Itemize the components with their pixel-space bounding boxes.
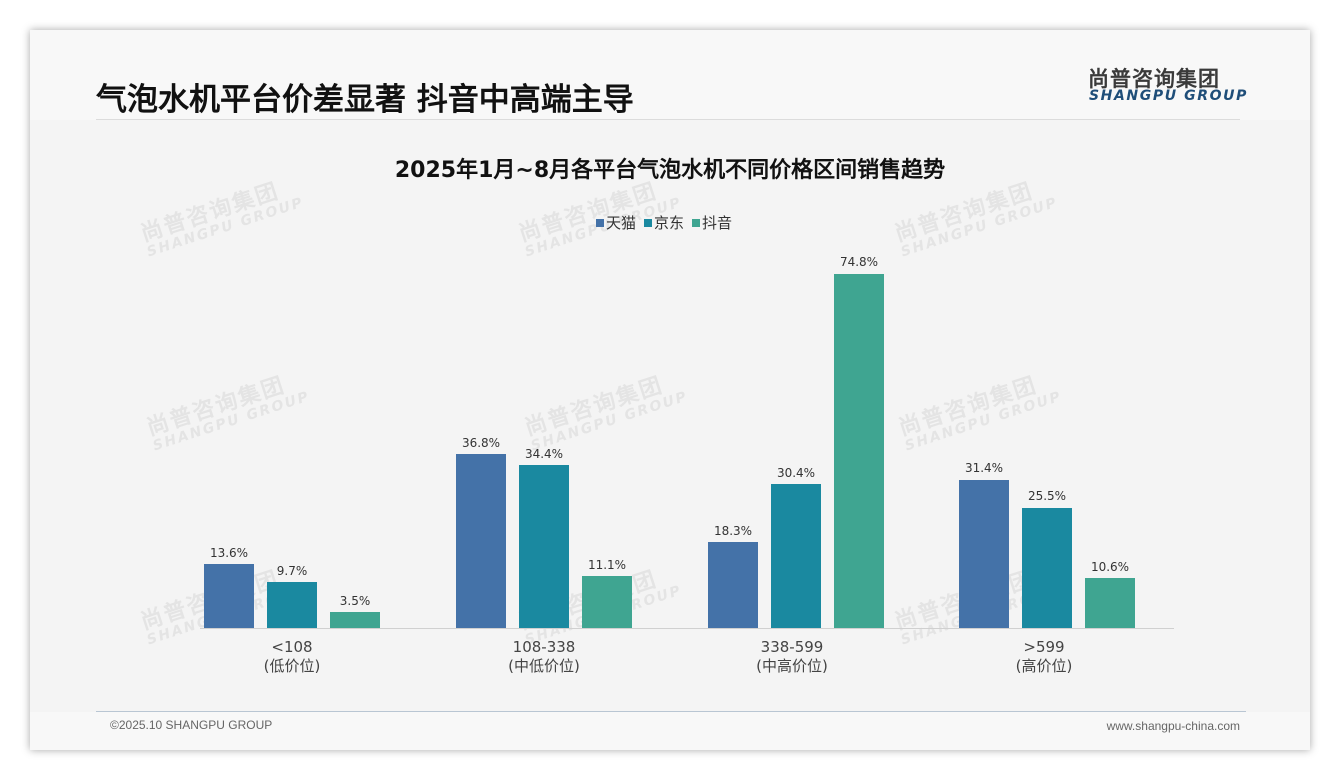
bar-value-label: 11.1%	[587, 558, 627, 572]
bar-jd-gt599	[1022, 508, 1072, 628]
bar-value-label: 36.8%	[461, 436, 501, 450]
legend-item-douyin: 抖音	[692, 212, 732, 233]
bar-jd-lt108	[267, 582, 317, 628]
bar-douyin-338-599	[834, 274, 884, 628]
category-label-lt108: <108 (低价位)	[263, 638, 321, 675]
bar-value-label: 13.6%	[209, 546, 249, 560]
bar-value-label: 74.8%	[839, 255, 879, 269]
footer-copyright: ©2025.10 SHANGPU GROUP	[110, 718, 273, 732]
bar-value-label: 34.4%	[524, 447, 564, 461]
category-label-108-338: 108-338 (中低价位)	[508, 638, 580, 675]
legend-swatch-icon	[692, 218, 701, 227]
category-label-gt599: >599 (高价位)	[1015, 638, 1073, 675]
category-label-338-599: 338-599 (中高价位)	[756, 638, 828, 675]
logo-chinese: 尚普咨询集团	[1088, 67, 1220, 91]
logo-english: SHANGPU GROUP	[1089, 88, 1248, 104]
legend-label: 京东	[654, 214, 685, 232]
slide: 气泡水机平台价差显著 抖音中高端主导 尚普咨询集团 SHANGPU GROUP …	[30, 30, 1310, 750]
legend-item-tmall: 天猫	[596, 212, 636, 233]
bar-douyin-gt599	[1085, 578, 1135, 628]
legend-swatch-icon	[644, 218, 653, 227]
bar-value-label: 31.4%	[964, 461, 1004, 475]
legend-label: 天猫	[606, 214, 637, 232]
bar-tmall-108-338	[456, 454, 506, 628]
footer-website: www.shangpu-china.com	[1106, 719, 1240, 733]
footer-band	[30, 712, 1310, 750]
bar-value-label: 18.3%	[713, 524, 753, 538]
bar-value-label: 3.5%	[339, 594, 371, 608]
header-divider	[96, 119, 1240, 120]
chart-title: 2025年1月~8月各平台气泡水机不同价格区间销售趋势	[394, 158, 946, 183]
chart-legend: 天猫 京东 抖音	[596, 212, 732, 233]
footer-divider	[96, 711, 1246, 712]
bar-douyin-lt108	[330, 612, 380, 628]
header-band	[30, 30, 1310, 120]
bar-value-label: 9.7%	[276, 564, 308, 578]
legend-label: 抖音	[702, 214, 733, 232]
bar-value-label: 10.6%	[1090, 560, 1130, 574]
legend-item-jd: 京东	[644, 212, 684, 233]
bar-value-label: 30.4%	[776, 466, 816, 480]
page-title: 气泡水机平台价差显著 抖音中高端主导	[96, 82, 634, 118]
bar-douyin-108-338	[582, 576, 632, 628]
bar-value-label: 25.5%	[1027, 489, 1067, 503]
bar-tmall-lt108	[204, 564, 254, 628]
bar-jd-338-599	[771, 484, 821, 628]
bar-tmall-gt599	[959, 480, 1009, 628]
legend-swatch-icon	[596, 218, 604, 227]
bar-jd-108-338	[519, 465, 569, 628]
x-axis-line	[200, 628, 1174, 629]
bar-tmall-338-599	[708, 542, 758, 628]
